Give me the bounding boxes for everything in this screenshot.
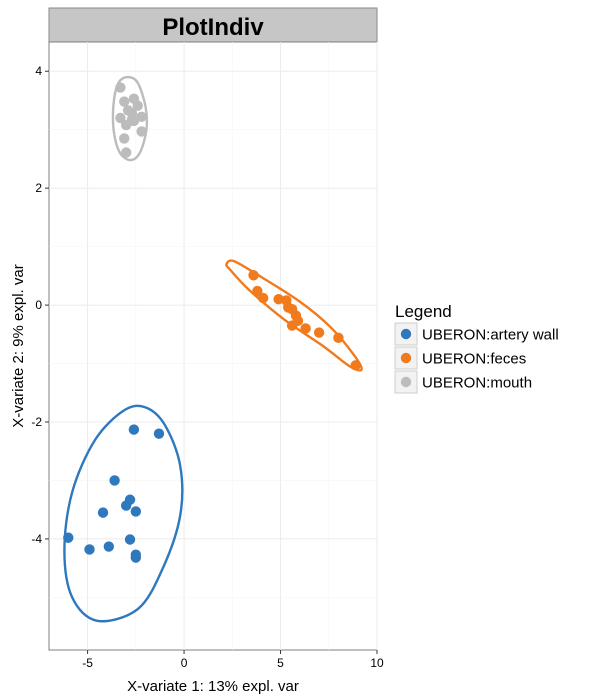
data-point (313, 327, 325, 338)
x-tick-label: -5 (82, 656, 93, 670)
x-tick-label: 0 (181, 656, 188, 670)
data-point (109, 475, 120, 486)
legend-key-symbol (400, 352, 412, 364)
data-point (132, 100, 143, 111)
data-point (120, 147, 132, 158)
legend-label: UBERON:feces (422, 351, 526, 368)
confidence-ellipse (225, 259, 363, 372)
confidence-ellipse (111, 75, 149, 162)
x-tick-label: 5 (277, 656, 284, 670)
data-point (97, 507, 109, 518)
y-tick-label: 4 (35, 64, 42, 78)
x-axis-title: X-variate 1: 13% expl. var (127, 678, 299, 695)
data-point (128, 115, 140, 127)
data-point (84, 544, 95, 555)
data-point (63, 532, 74, 543)
data-point (128, 424, 140, 435)
data-point (119, 133, 130, 144)
data-point (124, 534, 136, 545)
y-tick-label: 0 (35, 298, 42, 312)
data-point (300, 323, 311, 334)
legend-label: UBERON:artery wall (422, 327, 559, 344)
data-point (103, 541, 115, 552)
data-point (136, 111, 147, 123)
y-tick-label: -2 (31, 415, 42, 429)
data-point (136, 126, 147, 137)
y-tick-label: 2 (35, 181, 42, 195)
legend-key-symbol (400, 328, 412, 340)
axes: -5 0 5 10 -4 -2 0 2 4 (31, 64, 384, 670)
data-point (120, 119, 132, 131)
data-point (130, 552, 142, 563)
data-point (333, 332, 344, 344)
title-strip (48, 7, 378, 43)
plot-panel (48, 41, 378, 651)
data-point (115, 112, 126, 124)
confidence-ellipses (63, 75, 363, 623)
chart-title: PlotIndiv (162, 14, 264, 41)
legend-key-symbol (400, 376, 412, 388)
data-point (115, 82, 126, 93)
data-point (248, 270, 259, 281)
y-tick-label: -4 (31, 532, 42, 546)
data-point (350, 360, 361, 371)
data-point (153, 428, 165, 439)
data-point (286, 320, 298, 331)
legend: Legend UBERON:artery wall UBERON:feces UBE… (394, 302, 559, 394)
data-point (130, 506, 142, 517)
data-point (119, 96, 130, 107)
x-tick-label: 10 (370, 656, 384, 670)
legend-title: Legend (395, 302, 452, 321)
data-points (63, 82, 361, 563)
data-point (120, 500, 132, 511)
confidence-ellipse (63, 404, 184, 623)
data-point (252, 285, 263, 297)
legend-label: UBERON:mouth (422, 375, 532, 392)
data-point (257, 292, 269, 304)
y-axis-title: X-variate 2: 9% expl. var (10, 264, 27, 427)
data-point (273, 294, 284, 305)
